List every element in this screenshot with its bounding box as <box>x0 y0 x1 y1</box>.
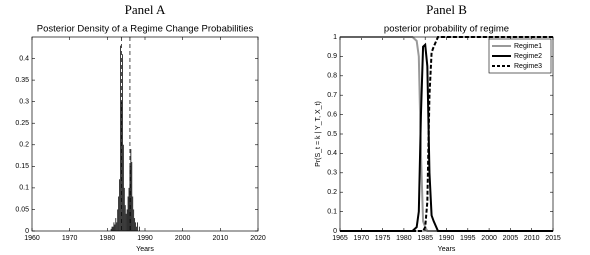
series-line <box>340 42 553 232</box>
panel-label: Panel B <box>426 2 467 17</box>
bar <box>134 218 136 231</box>
y-tick-label: 0.4 <box>19 55 29 62</box>
y-tick-label: 0.3 <box>19 99 29 106</box>
y-tick-label: 0.05 <box>15 206 29 213</box>
bar <box>136 226 137 231</box>
bar <box>133 209 135 231</box>
y-tick-label: 0.6 <box>327 111 337 118</box>
x-tick-label: 1995 <box>460 235 476 242</box>
bar <box>119 179 120 231</box>
x-tick-label: 2005 <box>503 235 519 242</box>
legend-label: Regime3 <box>514 63 542 70</box>
y-tick-label: 0.1 <box>327 208 337 215</box>
bar <box>110 228 112 231</box>
bar <box>122 54 123 231</box>
y-tick-label: 0 <box>25 228 29 235</box>
legend-label: Regime1 <box>514 43 542 50</box>
x-tick-label: 1980 <box>100 235 116 242</box>
x-tick-label: 2000 <box>481 235 497 242</box>
bar <box>130 149 132 231</box>
x-tick-label: 1980 <box>396 235 412 242</box>
x-tick-label: 1960 <box>24 235 40 242</box>
bar <box>120 45 121 231</box>
x-tick-label: 2020 <box>250 235 266 242</box>
bar <box>126 209 128 231</box>
bar <box>128 187 130 231</box>
x-tick-label: 1990 <box>137 235 153 242</box>
x-tick-label: 1970 <box>62 235 78 242</box>
x-tick-label: 2010 <box>213 235 229 242</box>
bar <box>135 222 136 231</box>
x-axis-label: Years <box>136 246 154 253</box>
y-tick-label: 0.15 <box>15 163 29 170</box>
bar <box>125 213 127 231</box>
x-tick-label: 1965 <box>332 235 348 242</box>
y-tick-label: 0.7 <box>327 92 337 99</box>
y-tick-label: 0.25 <box>15 120 29 127</box>
bar <box>127 196 129 231</box>
x-tick-label: 1970 <box>354 235 370 242</box>
x-axis-label: Years <box>438 246 456 253</box>
plot-frame <box>31 36 259 232</box>
x-tick-label: 1990 <box>439 235 455 242</box>
bar <box>137 222 138 231</box>
bar <box>132 196 134 231</box>
y-tick-label: 0.9 <box>327 53 337 60</box>
x-tick-label: 1985 <box>417 235 433 242</box>
bar <box>116 222 118 231</box>
y-tick-label: 1 <box>333 34 337 41</box>
panel-label: Panel A <box>125 2 166 17</box>
y-axis-label: Pr(S_t = k | Y_T, X_t) <box>315 101 322 167</box>
x-tick-label: 2010 <box>524 235 540 242</box>
bar <box>112 226 114 231</box>
bar <box>122 144 124 231</box>
x-tick-label: 1975 <box>375 235 391 242</box>
y-tick-label: 0.8 <box>327 73 337 80</box>
x-tick-label: 2015 <box>545 235 561 242</box>
bar <box>124 205 126 231</box>
y-tick-label: 0.3 <box>327 170 337 177</box>
bar <box>138 226 140 231</box>
bar <box>123 187 125 231</box>
bar <box>117 209 119 231</box>
legend-label: Regime2 <box>514 53 542 60</box>
y-tick-label: 0.5 <box>327 131 337 138</box>
chart-title: Posterior Density of a Regime Change Pro… <box>37 24 254 35</box>
bar <box>118 196 120 231</box>
chart-title: posterior probability of regime <box>384 24 509 35</box>
y-tick-label: 0.1 <box>19 185 29 192</box>
y-tick-label: 0.2 <box>327 189 337 196</box>
bar <box>111 226 113 231</box>
y-tick-label: 0 <box>333 228 337 235</box>
bar <box>113 222 115 231</box>
bar <box>115 218 117 231</box>
plot-frame <box>339 36 554 232</box>
x-tick-label: 2000 <box>175 235 191 242</box>
y-tick-label: 0.4 <box>327 150 337 157</box>
y-tick-label: 0.35 <box>15 77 29 84</box>
bar <box>131 162 133 231</box>
bar <box>114 224 116 231</box>
y-tick-label: 0.2 <box>19 142 29 149</box>
